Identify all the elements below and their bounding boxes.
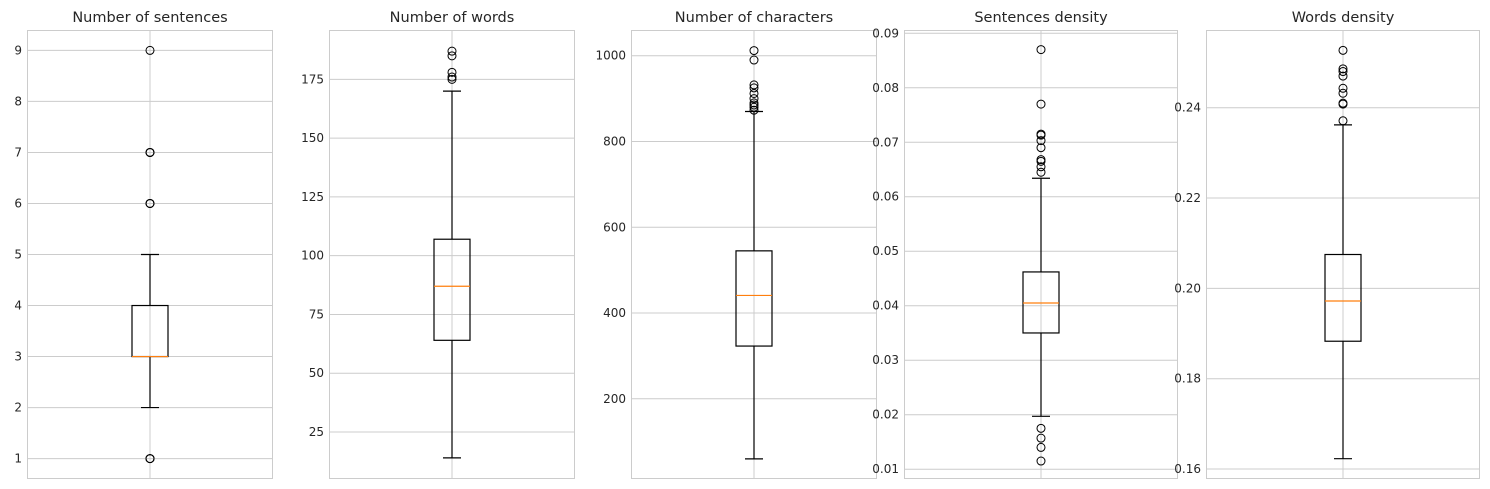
y-tick-label: 0.01: [872, 462, 899, 476]
outlier-point: [1338, 116, 1348, 126]
y-tick-label: 0.02: [872, 408, 899, 422]
outlier-point: [447, 67, 457, 77]
outlier-point: [749, 100, 759, 110]
subplot-2: 25 50 75 100 125 150 175 Number of words: [301, 10, 575, 479]
y-tick-label: 150: [301, 131, 324, 145]
outlier-point: [145, 147, 155, 157]
y-tick-label: 50: [309, 366, 324, 380]
outlier-point: [1338, 98, 1348, 108]
y-tick-label: 100: [301, 249, 324, 263]
subplot-1: 1 2 3 4 5 6 7 8 9 Number of sentences: [14, 10, 273, 479]
y-tick-label: 0.22: [1174, 191, 1201, 205]
outlier-point: [749, 102, 759, 112]
y-tick-label: 5: [14, 248, 22, 262]
outlier-point: [1036, 136, 1046, 146]
subplot-title: Words density: [1292, 10, 1395, 26]
y-tick-label: 8: [14, 94, 22, 108]
y-tick-label: 9: [14, 43, 22, 57]
outlier-point: [447, 51, 457, 61]
outlier-point: [447, 46, 457, 56]
outlier-point: [1036, 442, 1046, 452]
outlier-point: [1036, 155, 1046, 165]
y-tick-label: 400: [603, 306, 626, 320]
box: [735, 250, 773, 347]
outlier-point: [749, 88, 759, 98]
outlier-point: [447, 74, 457, 84]
outlier-point: [1338, 88, 1348, 98]
outlier-point: [749, 83, 759, 93]
y-tick-label: 200: [603, 392, 626, 406]
outlier-point: [749, 105, 759, 115]
subplot-3: 200 400 600 800 1000 Number of characters: [595, 10, 877, 479]
outlier-point: [145, 198, 155, 208]
y-tick-label: 0.07: [872, 135, 899, 149]
outlier-point: [1338, 64, 1348, 74]
outlier-point: [1036, 456, 1046, 466]
outlier-point: [1036, 45, 1046, 55]
y-tick-label: 7: [14, 145, 22, 159]
y-tick-label: 175: [301, 72, 324, 86]
y-tick-label: 75: [309, 307, 324, 321]
y-tick-label: 1000: [595, 49, 626, 63]
y-tick-label: 600: [603, 220, 626, 234]
outlier-point: [1338, 83, 1348, 93]
y-tick-label: 4: [14, 299, 22, 313]
outlier-point: [1036, 162, 1046, 172]
y-tick-label: 125: [301, 190, 324, 204]
y-tick-label: 2: [14, 401, 22, 415]
y-tick-label: 0.03: [872, 353, 899, 367]
outlier-point: [1036, 433, 1046, 443]
outlier-point: [749, 80, 759, 90]
outlier-point: [145, 45, 155, 55]
y-tick-label: 1: [14, 452, 22, 466]
y-tick-label: 0.08: [872, 81, 899, 95]
outlier-point: [447, 72, 457, 82]
outlier-point: [1036, 423, 1046, 433]
outlier-point: [749, 94, 759, 104]
y-tick-label: 6: [14, 196, 22, 210]
subplot-title: Number of characters: [675, 10, 833, 26]
outlier-point: [749, 98, 759, 108]
subplot-title: Number of words: [390, 10, 515, 26]
y-tick-label: 0.24: [1174, 101, 1201, 115]
y-tick-label: 0.09: [872, 26, 899, 40]
y-tick-label: 0.04: [872, 299, 899, 313]
y-tick-label: 800: [603, 134, 626, 148]
y-tick-label: 0.05: [872, 244, 899, 258]
y-tick-label: 3: [14, 350, 22, 364]
y-tick-label: 0.06: [872, 190, 899, 204]
subplot-title: Sentences density: [974, 10, 1108, 26]
y-tick-label: 25: [309, 425, 324, 439]
outlier-point: [749, 46, 759, 56]
y-tick-label: 0.18: [1174, 372, 1201, 386]
outlier-point: [749, 55, 759, 65]
outlier-point: [1036, 99, 1046, 109]
box: [1324, 253, 1362, 342]
outlier-point: [145, 454, 155, 464]
outlier-point: [1036, 129, 1046, 139]
outlier-point: [1338, 71, 1348, 81]
subplot-title: Number of sentences: [72, 10, 227, 26]
outlier-point: [1338, 45, 1348, 55]
outlier-point: [1036, 167, 1046, 177]
outlier-point: [1036, 143, 1046, 153]
subplot-4: 0.01 0.02 0.03 0.04 0.05 0.06 0.07 0.08 0.09 Sent…: [872, 10, 1178, 479]
box: [433, 238, 471, 341]
subplot-5: 0.16 0.18 0.20 0.22 0.24 Words density: [1174, 10, 1480, 479]
outlier-point: [1338, 67, 1348, 77]
y-tick-label: 0.20: [1174, 281, 1201, 295]
y-tick-label: 0.16: [1174, 462, 1201, 476]
